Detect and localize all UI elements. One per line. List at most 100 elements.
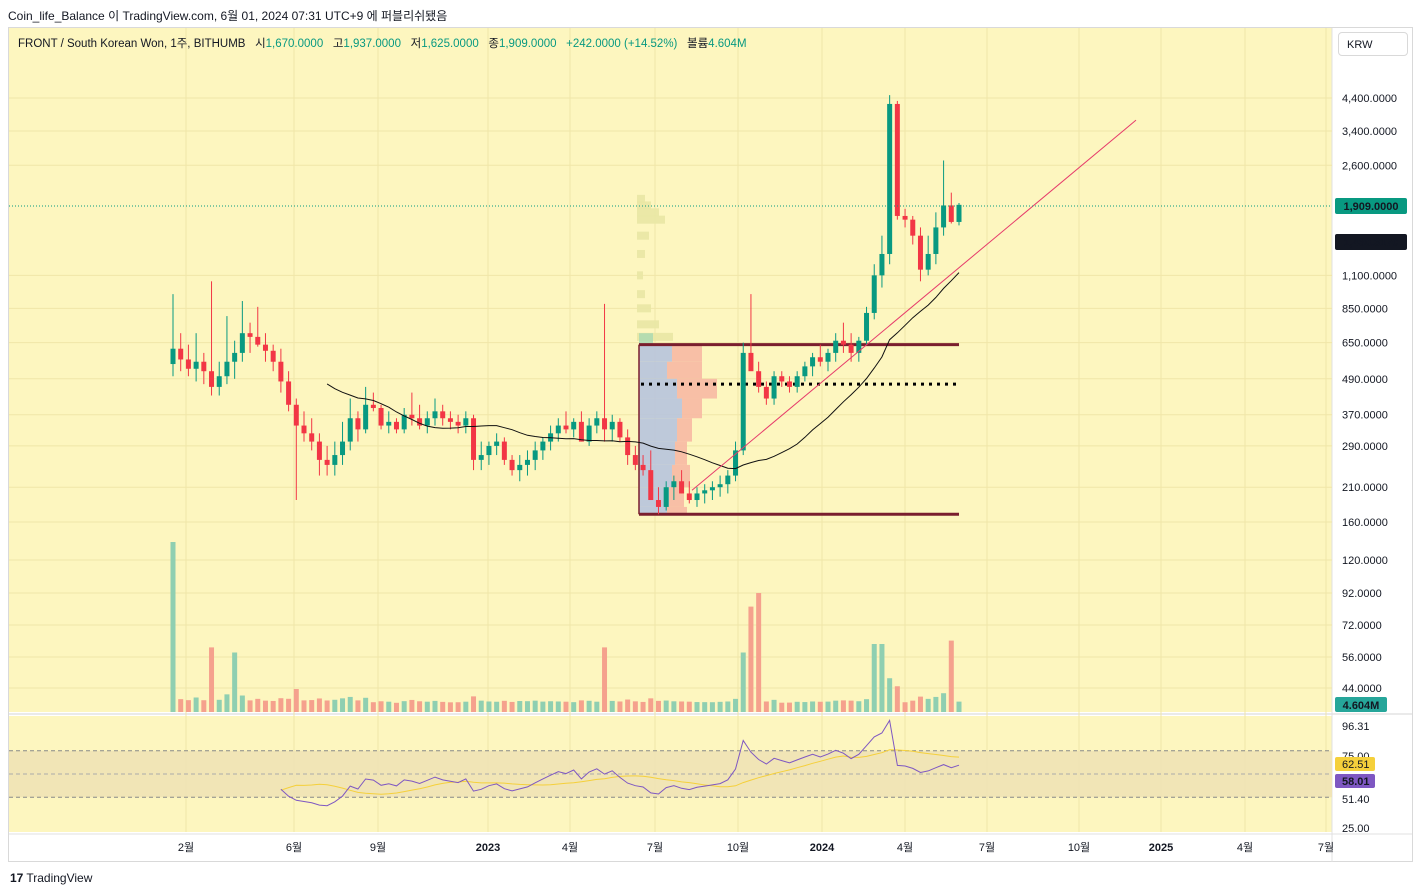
candle-body [262,344,268,351]
volume-bar [494,701,500,712]
ma-value-badge-text: 1,430.3170 [1343,237,1398,249]
volume-bar [262,700,268,712]
candle-body [871,275,877,313]
candle-body [247,333,253,337]
volume-bar [594,701,600,712]
volume-bar [170,542,176,712]
volume-badge-text: 4.604M [1343,700,1380,712]
symbol-title[interactable]: FRONT / South Korean Won, 1주, BITHUMB [18,38,246,50]
candle-body [671,481,677,488]
candle-body [602,418,608,430]
trendline [691,119,1137,491]
volume-bar [740,652,746,712]
candle-body [432,411,438,419]
volume-bar [209,647,215,712]
volume-profile-bar [639,487,669,507]
volume-bar [840,700,846,712]
candle-body [709,487,715,491]
volume-bar [802,702,808,712]
last-price-badge [1335,198,1407,214]
candle-body [640,464,646,471]
volume-profile-bar [682,398,702,419]
volume-bar [648,698,654,712]
volume-bar [478,700,484,712]
volume-bar [517,701,523,712]
candle-body [779,376,785,382]
volume-bar [486,701,492,712]
candle-body [185,359,191,369]
candle-body [532,450,538,460]
price-tick-label: 650.0000 [1342,338,1388,350]
time-tick-label: 6월 [286,841,302,854]
candle-body [370,404,376,409]
candle-body [270,350,276,362]
volume-bar [447,702,453,712]
volume-bar [617,701,623,712]
volume-bar [833,700,839,712]
footer-brand[interactable]: 17 TradingView [10,871,92,885]
candle-body [941,205,947,228]
low-value: 1,625.0000 [421,38,479,50]
candle-body [293,404,299,426]
candle-body [509,459,515,471]
volume-profile-bar [637,194,645,203]
volume-bar [640,701,646,712]
change-value: +242.0000 (+14.52%) [566,38,678,50]
candle-body [447,418,453,422]
candle-body [625,437,631,456]
volume-bar [548,701,554,712]
candle-body [794,376,800,387]
volume-bar [455,702,461,712]
candle-body [740,352,746,451]
volume-bar [571,702,577,712]
volume-bar [694,702,700,712]
candle-body [894,103,900,216]
currency-button[interactable]: KRW [1338,32,1408,56]
rsi-tick-label: 51.40 [1342,794,1370,806]
volume-profile-bar [637,304,651,313]
candle-body [825,352,831,362]
volume-bar [586,700,592,712]
price-tick-label: 850.0000 [1342,303,1388,315]
rsi-value-badge-text: 58.01 [1342,776,1370,788]
candle-body [209,371,215,387]
volume-bar [655,700,661,712]
candle-body [239,333,245,353]
volume-profile-bar [637,320,659,329]
candle-body [802,366,808,377]
volume-bar [717,701,723,712]
price-tick-label: 290.0000 [1342,441,1388,453]
price-tick-label: 44.0000 [1342,683,1382,695]
volume-profile-bar [639,344,672,362]
volume-bar [632,701,638,712]
candle-body [902,215,908,220]
volume-bar [825,701,831,712]
candle-body [617,421,623,438]
candle-body [393,421,399,430]
candle-body [224,361,230,377]
volume-bar [686,701,692,712]
volume-bar [370,702,376,712]
volume-bar [247,700,253,712]
volume-bar [748,606,754,712]
candle-body [170,348,176,365]
volume-bar [817,701,823,712]
rsi-ma-line [280,749,960,795]
time-tick-label: 4월 [562,841,578,854]
volume-profile-bar [637,215,665,224]
candle-body [424,418,430,426]
volume-bar [941,693,947,712]
candle-body [571,421,577,430]
candle-body [401,414,407,430]
volume-bar [270,700,276,712]
rsi-ma-badge-text: 62.51 [1342,759,1370,771]
volume-bar [224,694,230,712]
volume-bar [301,700,307,712]
symbol-legend: FRONT / South Korean Won, 1주, BITHUMB 시1… [18,35,747,51]
volume-bar [910,700,916,712]
volume-bar [794,701,800,712]
time-tick-label: 2024 [810,842,835,854]
volume-bar [216,699,222,712]
candle-body [417,418,423,426]
